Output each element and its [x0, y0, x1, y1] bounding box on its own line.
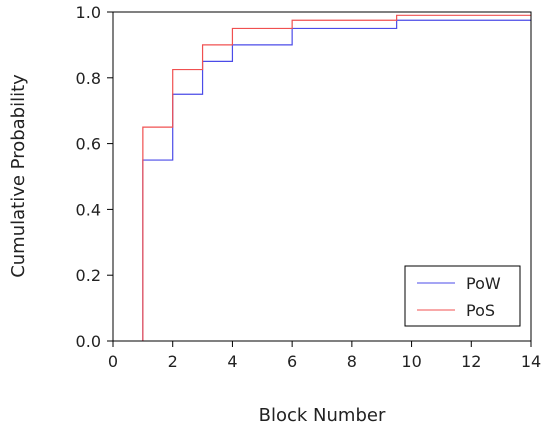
legend-label-pos: PoS — [466, 301, 495, 320]
y-tick-label: 0.4 — [76, 200, 101, 219]
x-tick-label: 0 — [108, 352, 118, 371]
x-tick-label: 8 — [347, 352, 357, 371]
x-tick-label: 4 — [227, 352, 237, 371]
y-tick-label: 0.8 — [76, 69, 101, 88]
x-tick-label: 10 — [401, 352, 421, 371]
y-tick-label: 0.6 — [76, 135, 101, 154]
x-tick-label: 14 — [521, 352, 541, 371]
x-axis-ticks: 0 2 4 6 8 10 12 14 — [108, 341, 541, 371]
y-tick-label: 0.0 — [76, 332, 101, 351]
x-tick-label: 6 — [287, 352, 297, 371]
series-line-pow — [142, 19, 531, 341]
x-tick-label: 2 — [168, 352, 178, 371]
legend: PoW PoS — [404, 265, 521, 327]
x-axis-label: Block Number — [259, 405, 386, 426]
y-tick-label: 0.2 — [76, 266, 101, 285]
y-axis-ticks: 0.0 0.2 0.4 0.6 0.8 1.0 — [76, 3, 113, 351]
x-tick-label: 12 — [461, 352, 481, 371]
plot-frame — [112, 11, 532, 342]
legend-label-pow: PoW — [466, 274, 501, 293]
y-tick-label: 1.0 — [76, 3, 101, 22]
series-line-pos — [142, 14, 531, 341]
series-layer — [142, 14, 531, 341]
y-axis-label: Cumulative Probability — [8, 74, 29, 278]
legend-box — [404, 265, 521, 327]
